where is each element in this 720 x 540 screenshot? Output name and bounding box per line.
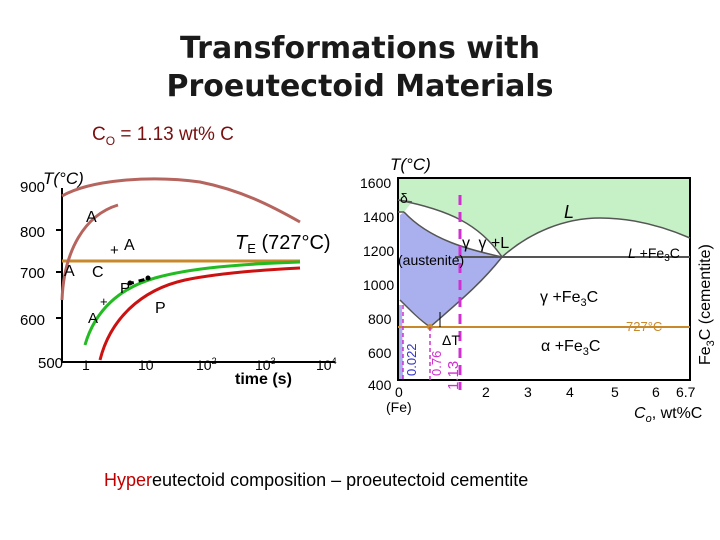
ttt-label-c: C (92, 264, 104, 281)
ttt-x-tick-100: 102 (196, 356, 217, 373)
phase-x-axis-label: Co, wt%C (634, 405, 702, 425)
phase-x-tick-2: 2 (482, 384, 490, 400)
ttt-label-a-left: A (64, 263, 75, 280)
ttt-y-tick-700: 700 (20, 265, 45, 282)
a3-line (399, 299, 431, 328)
phase-y-tick-600: 600 (368, 345, 392, 361)
liquid-fe3c-label: L +Fe3C (628, 245, 680, 264)
label-076: 0.76 (429, 351, 444, 376)
gamma-liquid-label: γ +L (474, 235, 509, 252)
phase-y-tick-400: 400 (368, 377, 392, 393)
phase-y-tick-1000: 1000 (363, 277, 394, 293)
eutectoid-temp-label: 727°C (626, 319, 662, 334)
phase-x-tick-6-7: 6.7 (676, 384, 696, 400)
ferrite-region (398, 305, 403, 380)
phase-y-tick-1600: 1600 (360, 175, 391, 191)
ttt-start-curve-upper (61, 177, 301, 224)
gamma-fe3c-label: γ +Fe3C (540, 289, 598, 309)
phase-y-tick-800: 800 (368, 311, 392, 327)
austenite-region (400, 212, 502, 327)
delta-t-label: ΔT (442, 332, 460, 348)
ttt-x-tick-1: 1 (82, 357, 90, 373)
phase-x-tick-4: 4 (566, 384, 574, 400)
ttt-proeutectoid-start-curve (60, 203, 119, 301)
ttt-x-tick-10000: 104 (316, 356, 337, 373)
composition-label: CO = 1.13 wt% C (92, 124, 234, 148)
ttt-x-axis-label: time (s) (235, 371, 292, 388)
phase-x-tick-0: 0 (395, 384, 403, 400)
phase-frame (397, 177, 691, 381)
ttt-label-p-small: P (120, 280, 130, 297)
austenite-label: (austenite) (398, 252, 464, 268)
title-line-2: Proeutectoid Materials (166, 69, 554, 104)
solidus-left (403, 211, 503, 258)
alpha-fe3c-label: α +Fe3C (541, 338, 600, 358)
ttt-label-a-low: A (88, 310, 98, 327)
label-0022: 0.022 (404, 343, 419, 376)
liquidus-right (501, 217, 691, 258)
ttt-y-tick-500: 500 (38, 355, 63, 372)
acm-line (429, 256, 503, 328)
ttt-pearlite-finish-curve (98, 266, 301, 361)
title-line-1: Transformations with (180, 31, 540, 66)
ttt-eutectoid-label: TE (727°C) (235, 232, 331, 256)
ttt-y-tick-800: 800 (20, 224, 45, 241)
cementite-axis-label: Fe3C (cementite) (697, 244, 717, 365)
ttt-x-tick-10: 10 (138, 357, 154, 373)
gamma-label: γ (462, 235, 470, 252)
ttt-y-tick-600: 600 (20, 312, 45, 329)
phase-y-axis-label: T(°C) (390, 155, 431, 174)
ttt-label-plus-low: + (100, 294, 108, 309)
ttt-label-plus: + (110, 242, 119, 259)
ttt-path-dot (127, 280, 133, 286)
ttt-path-dot (145, 275, 151, 281)
ttt-pearlite-start-curve (83, 260, 301, 346)
phase-fe-label: (Fe) (386, 399, 412, 415)
ttt-y-tick-900: 900 (20, 179, 45, 196)
phase-x-tick-3: 3 (524, 384, 532, 400)
liquid-region (398, 178, 690, 257)
phase-y-tick-1400: 1400 (363, 209, 394, 225)
label-113: 1.13 (445, 361, 462, 390)
phase-x-tick-5: 5 (611, 384, 619, 400)
peritectic-line (397, 199, 413, 203)
delta-region (398, 200, 412, 212)
phase-x-tick-6: 6 (652, 384, 660, 400)
ttt-diagram: 900 T(°C) 800 700 600 500 A + A A C P P … (20, 169, 337, 388)
liquid-label: L (564, 202, 574, 222)
ttt-label-p-big: P (155, 300, 166, 317)
delta-label: δ (400, 190, 408, 206)
ttt-x-tick-1000: 103 (255, 356, 276, 373)
caption: Hypereutectoid composition – proeutectoi… (104, 470, 529, 490)
phase-diagram: 1600 1400 1200 1000 800 600 400 T(°C) 0 … (360, 155, 717, 425)
ttt-label-a-mid: A (124, 237, 135, 254)
ttt-y-axis-label: T(°C) (43, 169, 84, 188)
phase-y-tick-1200: 1200 (363, 243, 394, 259)
ttt-label-a-top: A (86, 209, 97, 226)
